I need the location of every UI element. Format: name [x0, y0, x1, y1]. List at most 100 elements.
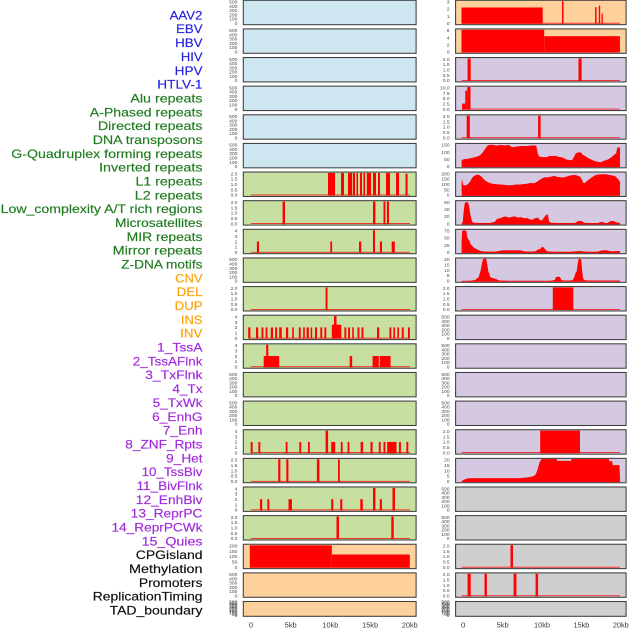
svg-text:HTLV-1: HTLV-1: [157, 78, 203, 92]
svg-text:2.0: 2.0: [231, 171, 238, 176]
svg-text:1.0: 1.0: [443, 554, 450, 559]
svg-text:0: 0: [235, 135, 238, 140]
svg-text:500: 500: [229, 0, 238, 5]
svg-text:1_TssA: 1_TssA: [157, 341, 203, 355]
svg-text:10kb: 10kb: [322, 623, 338, 630]
svg-text:0: 0: [447, 336, 450, 341]
svg-text:0: 0: [447, 479, 450, 484]
svg-text:50: 50: [444, 157, 450, 162]
svg-text:5kb: 5kb: [497, 623, 509, 630]
svg-text:350: 350: [441, 603, 450, 608]
svg-text:0: 0: [447, 164, 450, 169]
svg-text:100: 100: [441, 389, 450, 394]
svg-text:500: 500: [229, 599, 238, 604]
svg-text:2.0: 2.0: [443, 544, 450, 549]
svg-text:500: 500: [229, 143, 238, 148]
svg-text:200: 200: [229, 385, 238, 390]
svg-text:0.0: 0.0: [443, 593, 450, 598]
svg-text:250: 250: [229, 606, 238, 611]
svg-text:2.0: 2.0: [443, 57, 450, 62]
svg-text:400: 400: [441, 491, 450, 496]
svg-text:100: 100: [229, 45, 238, 50]
svg-text:10: 10: [444, 268, 450, 273]
svg-text:13_ReprPC: 13_ReprPC: [131, 507, 203, 521]
svg-text:0.5: 0.5: [443, 560, 450, 565]
svg-text:11_BivFlnk: 11_BivFlnk: [137, 479, 203, 493]
svg-text:100: 100: [441, 503, 450, 508]
svg-text:500: 500: [229, 57, 238, 62]
svg-text:INV: INV: [180, 327, 202, 341]
svg-text:CNV: CNV: [175, 271, 202, 285]
svg-text:15: 15: [444, 263, 450, 268]
svg-text:10: 10: [444, 468, 450, 473]
svg-text:1.0: 1.0: [231, 211, 238, 216]
svg-text:0.0: 0.0: [231, 479, 238, 484]
svg-text:300: 300: [229, 94, 238, 99]
svg-text:450: 450: [441, 601, 450, 606]
svg-text:1.0: 1.0: [231, 526, 238, 531]
svg-text:0: 0: [447, 279, 450, 284]
svg-text:0.0: 0.0: [443, 565, 450, 570]
svg-text:14_ReprPCWk: 14_ReprPCWk: [112, 521, 203, 535]
svg-text:L1 repeats: L1 repeats: [136, 175, 203, 189]
svg-text:2.5: 2.5: [443, 101, 450, 106]
svg-text:4: 4: [447, 35, 450, 40]
svg-text:500: 500: [229, 400, 238, 405]
svg-text:100: 100: [229, 417, 238, 422]
svg-text:1.5: 1.5: [443, 119, 450, 124]
svg-text:HIV: HIV: [181, 50, 203, 64]
svg-text:1.5: 1.5: [231, 291, 238, 296]
svg-text:0.5: 0.5: [443, 130, 450, 135]
svg-text:1: 1: [235, 359, 238, 364]
svg-text:6: 6: [447, 28, 450, 33]
svg-text:20: 20: [444, 214, 450, 219]
svg-text:500: 500: [441, 343, 450, 348]
svg-text:0.0: 0.0: [443, 307, 450, 312]
svg-text:0: 0: [447, 221, 450, 226]
svg-text:0.5: 0.5: [231, 474, 238, 479]
svg-text:1.0: 1.0: [231, 297, 238, 302]
svg-text:150: 150: [229, 609, 238, 614]
svg-text:HPV: HPV: [175, 64, 203, 78]
svg-text:350: 350: [229, 603, 238, 608]
svg-text:0: 0: [235, 50, 238, 55]
svg-text:400: 400: [441, 405, 450, 410]
svg-text:50: 50: [444, 236, 450, 241]
svg-text:400: 400: [229, 262, 238, 267]
svg-text:300: 300: [441, 495, 450, 500]
svg-text:2_TssAFlnk: 2_TssAFlnk: [133, 354, 203, 368]
svg-text:1.0: 1.0: [443, 583, 450, 588]
svg-text:200: 200: [229, 70, 238, 75]
svg-text:400: 400: [441, 347, 450, 352]
svg-text:5: 5: [447, 273, 450, 278]
svg-text:0.0: 0.0: [231, 536, 238, 541]
svg-text:200: 200: [441, 171, 450, 176]
svg-text:0: 0: [447, 508, 450, 513]
svg-text:7.5: 7.5: [443, 91, 450, 96]
svg-text:TAD_boundary: TAD_boundary: [110, 604, 203, 618]
svg-text:Methylation: Methylation: [129, 562, 203, 576]
svg-text:0: 0: [235, 78, 238, 83]
svg-text:1.5: 1.5: [443, 62, 450, 67]
svg-text:100: 100: [229, 131, 238, 136]
svg-text:INS: INS: [181, 313, 203, 327]
svg-text:300: 300: [229, 409, 238, 414]
svg-text:200: 200: [441, 327, 450, 332]
svg-text:150: 150: [229, 549, 238, 554]
svg-text:100: 100: [229, 389, 238, 394]
svg-text:3_TxFlnk: 3_TxFlnk: [145, 368, 202, 382]
svg-text:300: 300: [441, 605, 450, 610]
svg-text:200: 200: [441, 385, 450, 390]
svg-text:100: 100: [229, 17, 238, 22]
svg-text:500: 500: [441, 486, 450, 491]
svg-text:100: 100: [229, 554, 238, 559]
svg-text:15_Quies: 15_Quies: [142, 534, 203, 548]
svg-text:300: 300: [229, 37, 238, 42]
svg-text:400: 400: [229, 4, 238, 9]
svg-text:4_Tx: 4_Tx: [172, 382, 202, 396]
svg-text:0: 0: [447, 193, 450, 198]
svg-text:100: 100: [441, 532, 450, 537]
svg-text:ReplicationTiming: ReplicationTiming: [93, 590, 203, 604]
svg-text:3: 3: [235, 348, 238, 353]
svg-text:0.0: 0.0: [443, 107, 450, 112]
